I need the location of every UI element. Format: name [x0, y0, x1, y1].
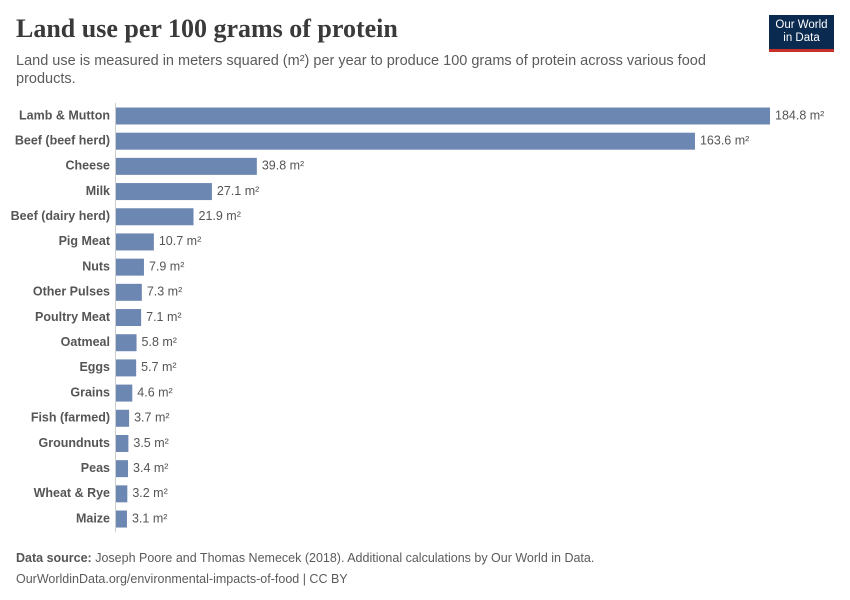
source-text: Joseph Poore and Thomas Nemecek (2018). …: [95, 551, 595, 565]
category-label: Milk: [86, 184, 110, 198]
value-label: 39.8 m²: [262, 159, 304, 173]
bar: [116, 208, 194, 226]
value-label: 3.2 m²: [132, 486, 167, 500]
bar: [116, 283, 142, 301]
value-label: 3.7 m²: [134, 411, 169, 425]
logo-line: Our World: [775, 19, 828, 31]
category-label: Groundnuts: [38, 436, 110, 450]
bar: [116, 132, 695, 150]
value-label: 27.1 m²: [217, 184, 259, 198]
bar: [116, 334, 137, 352]
url-line[interactable]: OurWorldinData.org/environmental-impacts…: [16, 572, 348, 586]
logo-line: in Data: [783, 32, 820, 44]
category-label: Fish (farmed): [31, 411, 110, 425]
category-label: Lamb & Mutton: [19, 108, 110, 122]
value-label: 7.1 m²: [146, 310, 181, 324]
category-label: Pig Meat: [59, 234, 111, 248]
bar: [116, 384, 133, 402]
chart-title: Land use per 100 grams of protein: [16, 14, 398, 43]
source-label: Data source:: [16, 551, 92, 565]
category-label: Other Pulses: [33, 285, 110, 299]
bar: [116, 157, 257, 175]
bar: [116, 485, 128, 503]
value-label: 3.4 m²: [133, 461, 168, 475]
source-line: Data source: Joseph Poore and Thomas Nem…: [16, 548, 594, 569]
bar: [116, 409, 130, 427]
category-label: Maize: [76, 511, 110, 525]
value-label: 10.7 m²: [159, 234, 201, 248]
bar: [116, 309, 142, 327]
category-label: Nuts: [82, 259, 110, 273]
category-label: Eggs: [79, 360, 110, 374]
category-label: Poultry Meat: [35, 310, 111, 324]
bar: [116, 359, 137, 377]
category-label: Grains: [70, 385, 110, 399]
bar: [116, 107, 770, 125]
category-label: Wheat & Rye: [34, 486, 110, 500]
value-label: 5.8 m²: [142, 335, 177, 349]
chart-subtitle: Land use is measured in meters squared (…: [16, 53, 706, 87]
category-label: Peas: [81, 461, 110, 475]
category-label: Oatmeal: [61, 335, 110, 349]
value-label: 3.5 m²: [133, 436, 168, 450]
bar: [116, 183, 212, 201]
value-label: 3.1 m²: [132, 511, 167, 525]
value-label: 163.6 m²: [700, 133, 749, 147]
chart: Lamb & Mutton 184.8 m² Beef (beef herd) 163…: [11, 103, 824, 533]
value-label: 7.3 m²: [147, 285, 182, 299]
bar: [116, 233, 154, 251]
value-label: 5.7 m²: [141, 360, 176, 374]
logo[interactable]: Our World in Data: [769, 15, 834, 52]
bar: [116, 510, 127, 528]
footer: Data source: Joseph Poore and Thomas Nem…: [16, 548, 594, 590]
value-label: 7.9 m²: [149, 259, 184, 273]
bar: [116, 434, 129, 452]
category-label: Cheese: [66, 159, 111, 173]
category-label: Beef (dairy herd): [11, 209, 110, 223]
value-label: 21.9 m²: [199, 209, 241, 223]
bar: [116, 258, 144, 276]
value-label: 4.6 m²: [137, 385, 172, 399]
value-label: 184.8 m²: [775, 108, 824, 122]
category-label: Beef (beef herd): [15, 133, 110, 147]
bar: [116, 460, 129, 478]
